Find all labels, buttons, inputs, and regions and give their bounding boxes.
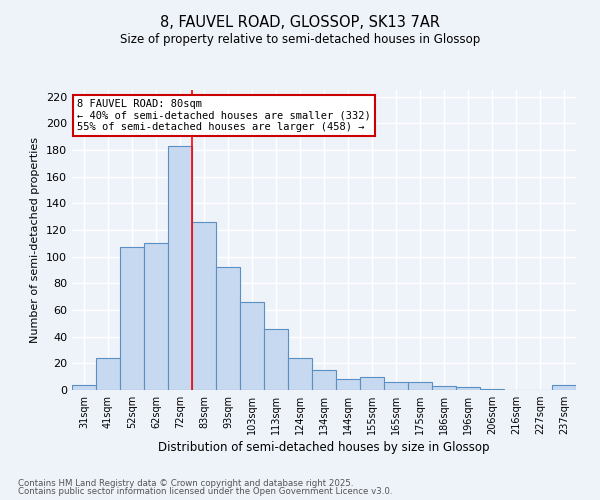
Bar [312,370,336,390]
X-axis label: Distribution of semi-detached houses by size in Glossop: Distribution of semi-detached houses by … [158,442,490,454]
Bar [336,380,360,390]
Y-axis label: Number of semi-detached properties: Number of semi-detached properties [31,137,40,343]
Bar [216,268,240,390]
Bar [72,384,96,390]
Bar [552,384,576,390]
Text: Contains public sector information licensed under the Open Government Licence v3: Contains public sector information licen… [18,487,392,496]
Bar [456,388,480,390]
Bar [120,248,144,390]
Bar [432,386,456,390]
Bar [168,146,192,390]
Bar [288,358,312,390]
Text: 8, FAUVEL ROAD, GLOSSOP, SK13 7AR: 8, FAUVEL ROAD, GLOSSOP, SK13 7AR [160,15,440,30]
Bar [144,244,168,390]
Bar [192,222,216,390]
Bar [96,358,120,390]
Text: Size of property relative to semi-detached houses in Glossop: Size of property relative to semi-detach… [120,32,480,46]
Bar [384,382,408,390]
Bar [360,376,384,390]
Text: Contains HM Land Registry data © Crown copyright and database right 2025.: Contains HM Land Registry data © Crown c… [18,478,353,488]
Text: 8 FAUVEL ROAD: 80sqm
← 40% of semi-detached houses are smaller (332)
55% of semi: 8 FAUVEL ROAD: 80sqm ← 40% of semi-detac… [77,99,371,132]
Bar [480,388,504,390]
Bar [240,302,264,390]
Bar [408,382,432,390]
Bar [264,328,288,390]
